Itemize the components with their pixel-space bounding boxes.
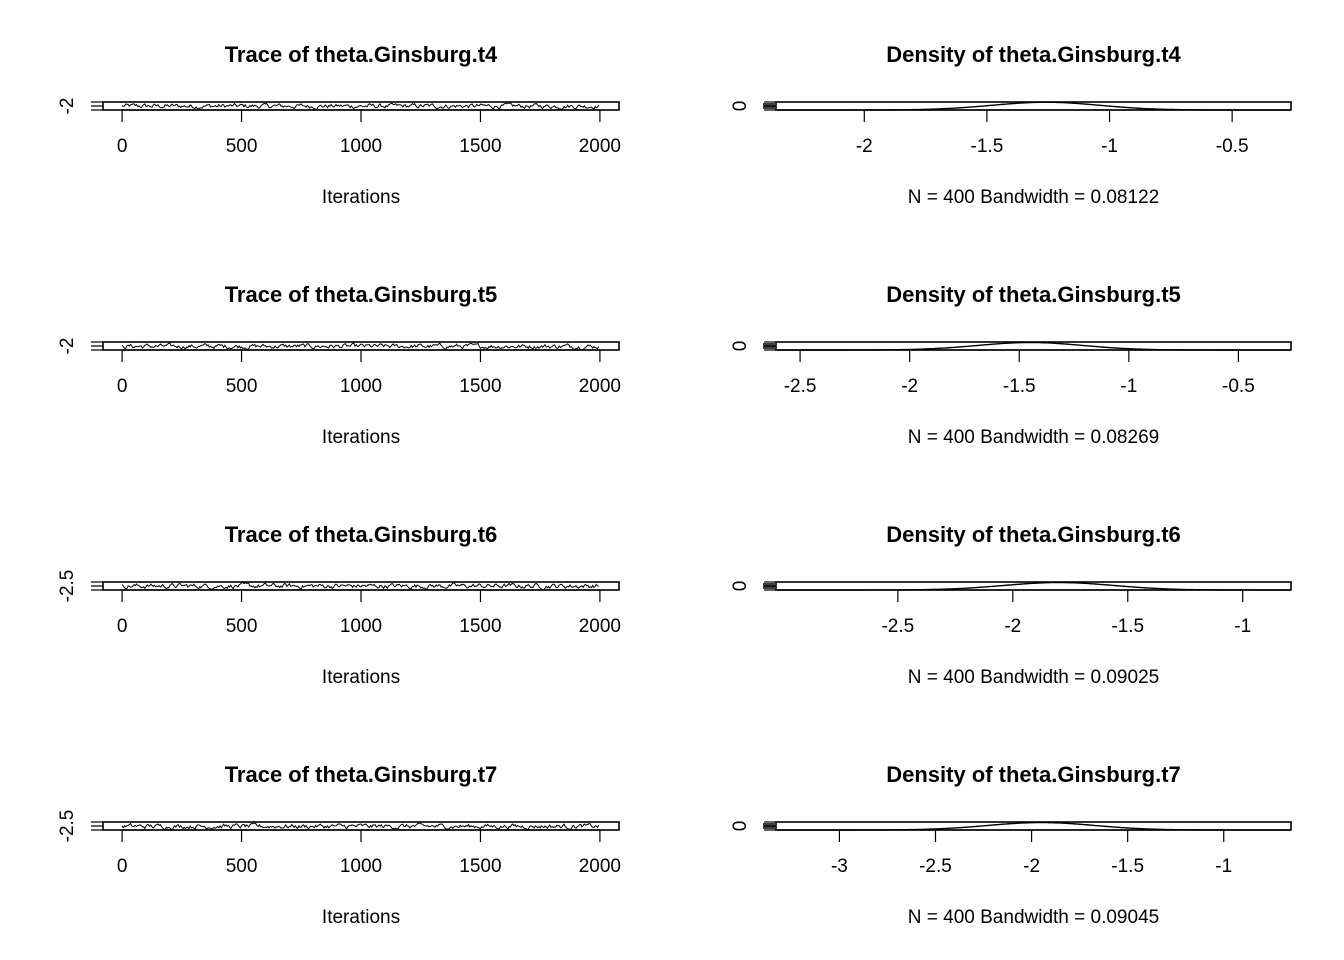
chart-4-x-tick-label: 0: [117, 616, 128, 637]
chart-1-x-tick-label: -1.5: [971, 136, 1004, 157]
chart-1-plot-frame: [775, 101, 1292, 111]
chart-7-title: Density of theta.Ginsburg.t7: [886, 762, 1181, 787]
chart-6-y-tick-label: -2.5: [57, 810, 78, 843]
chart-1-panel: Density of theta.Ginsburg.t4 -2 -1.5 -1 -0.5…: [730, 42, 1292, 208]
chart-4-panel: Trace of theta.Ginsburg.t6 0 500 1000 1500 20…: [57, 522, 621, 688]
chart-5-x-tick-label: -2.5: [881, 616, 914, 637]
chart-7-x-axis-label: N = 400 Bandwidth = 0.09045: [908, 907, 1159, 928]
chart-7-y-tick-label: 0: [730, 821, 751, 832]
chart-5-title: Density of theta.Ginsburg.t6: [886, 522, 1181, 547]
chart-0-x-axis-label: Iterations: [322, 187, 400, 208]
chart-2-x-axis-label: Iterations: [322, 427, 400, 448]
chart-0-x-tick-label: 500: [226, 136, 258, 157]
chart-1-x-axis-label: N = 400 Bandwidth = 0.08122: [908, 187, 1159, 208]
chart-7-x-tick-label: -1: [1215, 856, 1232, 877]
chart-7-density-curve: [776, 821, 1291, 831]
chart-4-x-axis-label: Iterations: [322, 667, 400, 688]
chart-0-panel: Trace of theta.Ginsburg.t4 0 500 1000 1500 20…: [57, 42, 621, 208]
chart-3-density-curve: [776, 341, 1291, 351]
chart-2-title: Trace of theta.Ginsburg.t5: [225, 282, 498, 307]
chart-5-panel: Density of theta.Ginsburg.t6 -2.5 -2 -1.5 -1…: [730, 522, 1292, 688]
chart-5-x-axis-label: N = 400 Bandwidth = 0.09025: [908, 667, 1159, 688]
chart-6-x-tick-label: 1000: [340, 856, 382, 877]
chart-4-trace-line: [121, 581, 599, 591]
chart-5-x-tick-label: -1: [1234, 616, 1251, 637]
chart-3-x-tick-label: -0.5: [1222, 376, 1255, 397]
chart-6-trace-line: [121, 822, 600, 831]
chart-4-x-tick-label: 2000: [579, 616, 621, 637]
chart-2-x-tick-label: 0: [117, 376, 128, 397]
chart-1-x-tick-label: -0.5: [1216, 136, 1249, 157]
chart-7-x-tick-label: -1.5: [1111, 856, 1144, 877]
chart-0-x-tick-label: 1000: [340, 136, 382, 157]
chart-5-density-curve: [776, 581, 1291, 591]
chart-0-trace-line: [121, 102, 600, 110]
chart-1-density-curve: [776, 101, 1291, 111]
chart-0-y-tick-label: -2: [57, 98, 78, 115]
chart-6-panel: Trace of theta.Ginsburg.t7 0 500 1000 1500 20…: [57, 762, 621, 928]
chart-3-y-tick-label: 0: [730, 341, 751, 352]
chart-7-panel: Density of theta.Ginsburg.t7 -3 -2.5 -2 -1.5…: [730, 762, 1292, 928]
chart-4-y-tick-label: -2.5: [57, 570, 78, 603]
chart-2-x-tick-label: 500: [226, 376, 258, 397]
chart-6-x-tick-label: 0: [117, 856, 128, 877]
chart-3-x-tick-label: -1: [1120, 376, 1137, 397]
chart-1-y-tick-label: 0: [730, 101, 751, 112]
chart-6-title: Trace of theta.Ginsburg.t7: [225, 762, 498, 787]
chart-0-x-tick-label: 2000: [579, 136, 621, 157]
chart-1-x-tick-label: -1: [1101, 136, 1118, 157]
chart-0-title: Trace of theta.Ginsburg.t4: [225, 42, 498, 67]
chart-4-x-tick-label: 1500: [459, 616, 501, 637]
chart-6-x-tick-label: 2000: [579, 856, 621, 877]
chart-6-x-tick-label: 1500: [459, 856, 501, 877]
chart-4-x-tick-label: 500: [226, 616, 258, 637]
chart-7-x-tick-label: -3: [831, 856, 848, 877]
chart-0-x-tick-label: 1500: [459, 136, 501, 157]
chart-3-x-tick-label: -1.5: [1003, 376, 1036, 397]
chart-2-x-tick-label: 1000: [340, 376, 382, 397]
chart-2-x-tick-label: 1500: [459, 376, 501, 397]
chart-4-x-tick-label: 1000: [340, 616, 382, 637]
chart-6-x-tick-label: 500: [226, 856, 258, 877]
chart-5-x-tick-label: -2: [1004, 616, 1021, 637]
chart-2-x-tick-label: 2000: [579, 376, 621, 397]
chart-3-title: Density of theta.Ginsburg.t5: [886, 282, 1181, 307]
chart-1-title: Density of theta.Ginsburg.t4: [886, 42, 1181, 67]
chart-3-x-axis-label: N = 400 Bandwidth = 0.08269: [908, 427, 1159, 448]
chart-0-x-tick-label: 0: [117, 136, 128, 157]
chart-3-x-tick-label: -2: [901, 376, 918, 397]
chart-2-y-tick-label: -2: [57, 338, 78, 355]
chart-1-x-tick-label: -2: [856, 136, 873, 157]
chart-7-x-tick-label: -2: [1023, 856, 1040, 877]
chart-3-x-tick-label: -2.5: [784, 376, 817, 397]
chart-2-panel: Trace of theta.Ginsburg.t5 0 500 1000 1500 20…: [57, 282, 621, 448]
chart-2-trace-line: [121, 342, 600, 351]
chart-5-x-tick-label: -1.5: [1111, 616, 1144, 637]
chart-5-y-tick-label: 0: [730, 581, 751, 592]
chart-6-x-axis-label: Iterations: [322, 907, 400, 928]
chart-7-x-tick-label: -2.5: [919, 856, 952, 877]
chart-3-panel: Density of theta.Ginsburg.t5 -2.5 -2 -1.5 -1…: [730, 282, 1292, 448]
chart-4-title: Trace of theta.Ginsburg.t6: [225, 522, 498, 547]
